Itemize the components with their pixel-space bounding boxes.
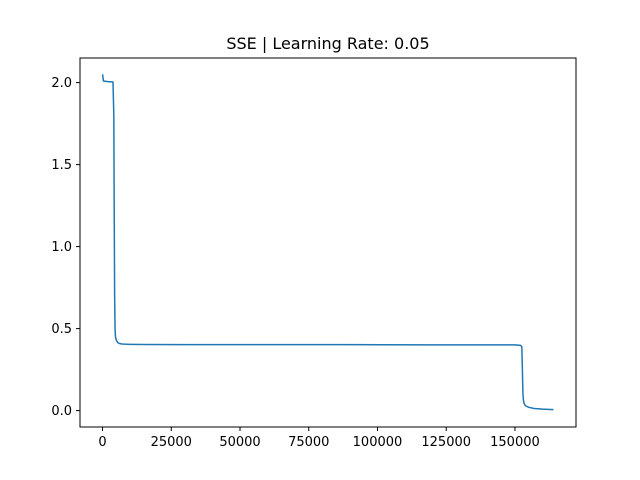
plot-area bbox=[101, 74, 554, 411]
x-tick-label: 125000 bbox=[421, 435, 471, 450]
series-line bbox=[101, 74, 554, 411]
y-tick-label: 0.0 bbox=[51, 404, 72, 419]
axes-frame bbox=[79, 57, 577, 428]
x-tick-label: 150000 bbox=[490, 435, 540, 450]
y-tick-label: 1.5 bbox=[51, 158, 72, 173]
x-axis-ticks: 0 25000 50000 75000 100000 125000 150000 bbox=[98, 427, 540, 450]
y-tick-label: 2.0 bbox=[51, 76, 72, 91]
x-tick-label: 50000 bbox=[219, 435, 260, 450]
x-tick-label: 25000 bbox=[151, 435, 192, 450]
x-tick-label: 100000 bbox=[353, 435, 403, 450]
x-tick-label: 75000 bbox=[288, 435, 329, 450]
y-tick-label: 1.0 bbox=[51, 240, 72, 255]
y-tick-label: 0.5 bbox=[51, 322, 72, 337]
x-tick-label: 0 bbox=[98, 435, 106, 450]
chart-title: SSE | Learning Rate: 0.05 bbox=[226, 34, 429, 53]
y-axis-ticks: 0.0 0.5 1.0 1.5 2.0 bbox=[51, 76, 80, 419]
